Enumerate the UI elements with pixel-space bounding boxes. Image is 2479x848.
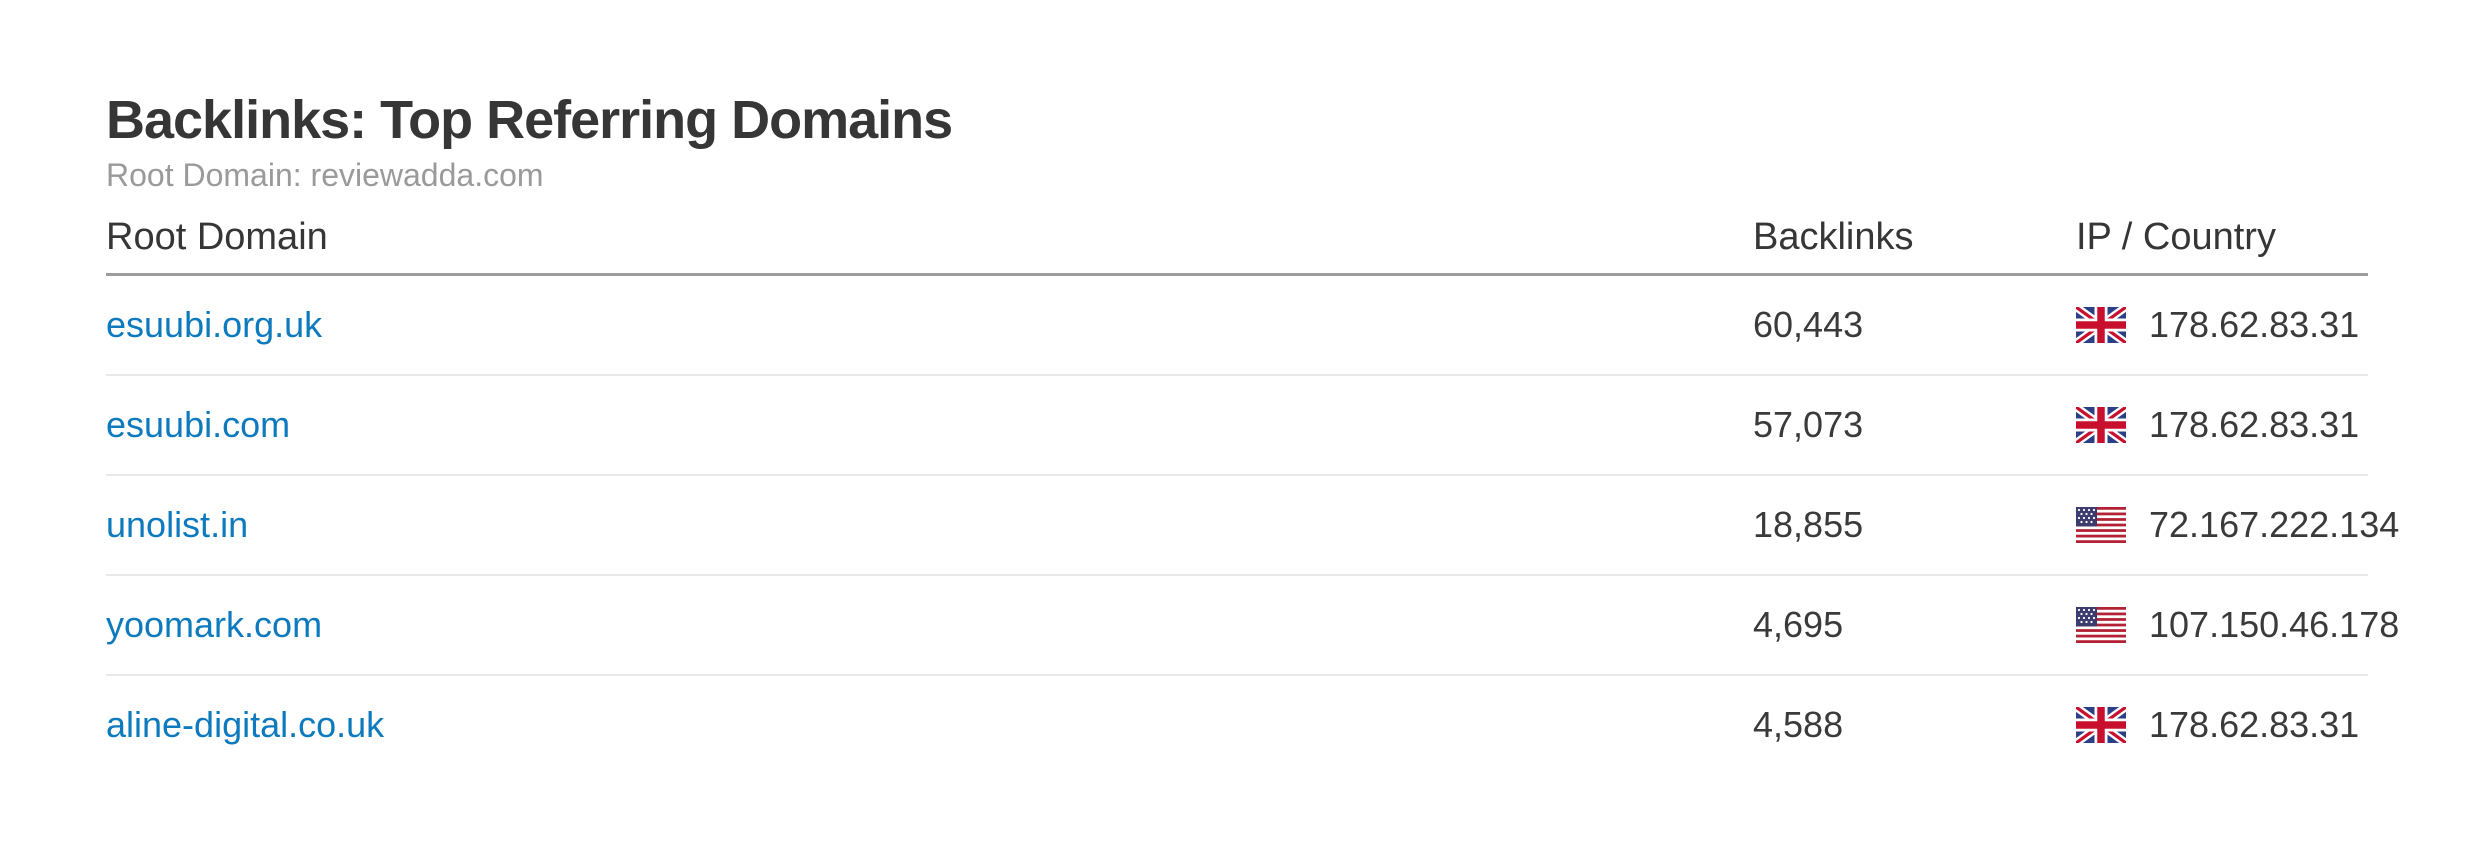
column-header-root-domain: Root Domain [106,216,328,258]
domain-link[interactable]: esuubi.org.uk [106,304,323,345]
uk-flag-icon [2076,707,2126,743]
backlinks-count: 57,073 [1753,404,1864,445]
widget-title: Backlinks: Top Referring Domains [106,90,953,150]
backlinks-count: 18,855 [1753,504,1864,545]
domain-link[interactable]: esuubi.com [106,404,291,445]
ip-address: 178.62.83.31 [2149,404,2360,445]
domain-link[interactable]: aline-digital.co.uk [106,704,385,745]
table-header-row: Root Domain Backlinks IP / Country [106,195,2368,276]
uk-flag-icon [2076,407,2126,443]
backlinks-count: 60,443 [1753,304,1864,345]
domain-link[interactable]: yoomark.com [106,604,323,645]
backlinks-count: 4,588 [1753,704,1844,745]
us-flag-icon [2076,607,2126,643]
column-header-ip-country: IP / Country [2076,216,2276,258]
ip-country-cell: 72.167.222.134 [2076,504,2399,546]
root-domain-cell: esuubi.org.uk [106,304,1753,346]
us-flag-icon [2076,507,2126,543]
table-row: aline-digital.co.uk 4,588 178.62.83.31 [106,676,2368,774]
uk-flag-icon [2076,307,2126,343]
ip-country-cell: 107.150.46.178 [2076,604,2399,646]
table-row: yoomark.com 4,695 107.150.46.178 [106,576,2399,676]
table-row: esuubi.com 57,073 178.62.83.31 [106,376,2368,476]
ip-country-cell: 178.62.83.31 [2076,304,2368,346]
ip-address: 72.167.222.134 [2149,504,2400,545]
top-referring-domains-widget: Backlinks: Top Referring Domains Root Do… [106,0,2399,774]
root-domain-cell: aline-digital.co.uk [106,704,1753,746]
ip-country-cell: 178.62.83.31 [2076,704,2368,746]
root-domain-cell: esuubi.com [106,404,1753,446]
ip-address: 178.62.83.31 [2149,304,2360,345]
widget-subtitle: Root Domain: reviewadda.com [106,157,544,193]
ip-address: 178.62.83.31 [2149,704,2360,745]
root-domain-cell: yoomark.com [106,604,1753,646]
ip-address: 107.150.46.178 [2149,604,2400,645]
ip-country-cell: 178.62.83.31 [2076,404,2368,446]
table-body: esuubi.org.uk 60,443 178.62.83.31 esuubi.co… [106,276,2399,774]
backlinks-count: 4,695 [1753,604,1844,645]
root-domain-cell: unolist.in [106,504,1753,546]
domain-link[interactable]: unolist.in [106,504,249,545]
column-header-backlinks: Backlinks [1753,216,1914,258]
table-row: unolist.in 18,855 72.167.222.134 [106,476,2399,576]
table-row: esuubi.org.uk 60,443 178.62.83.31 [106,276,2368,376]
